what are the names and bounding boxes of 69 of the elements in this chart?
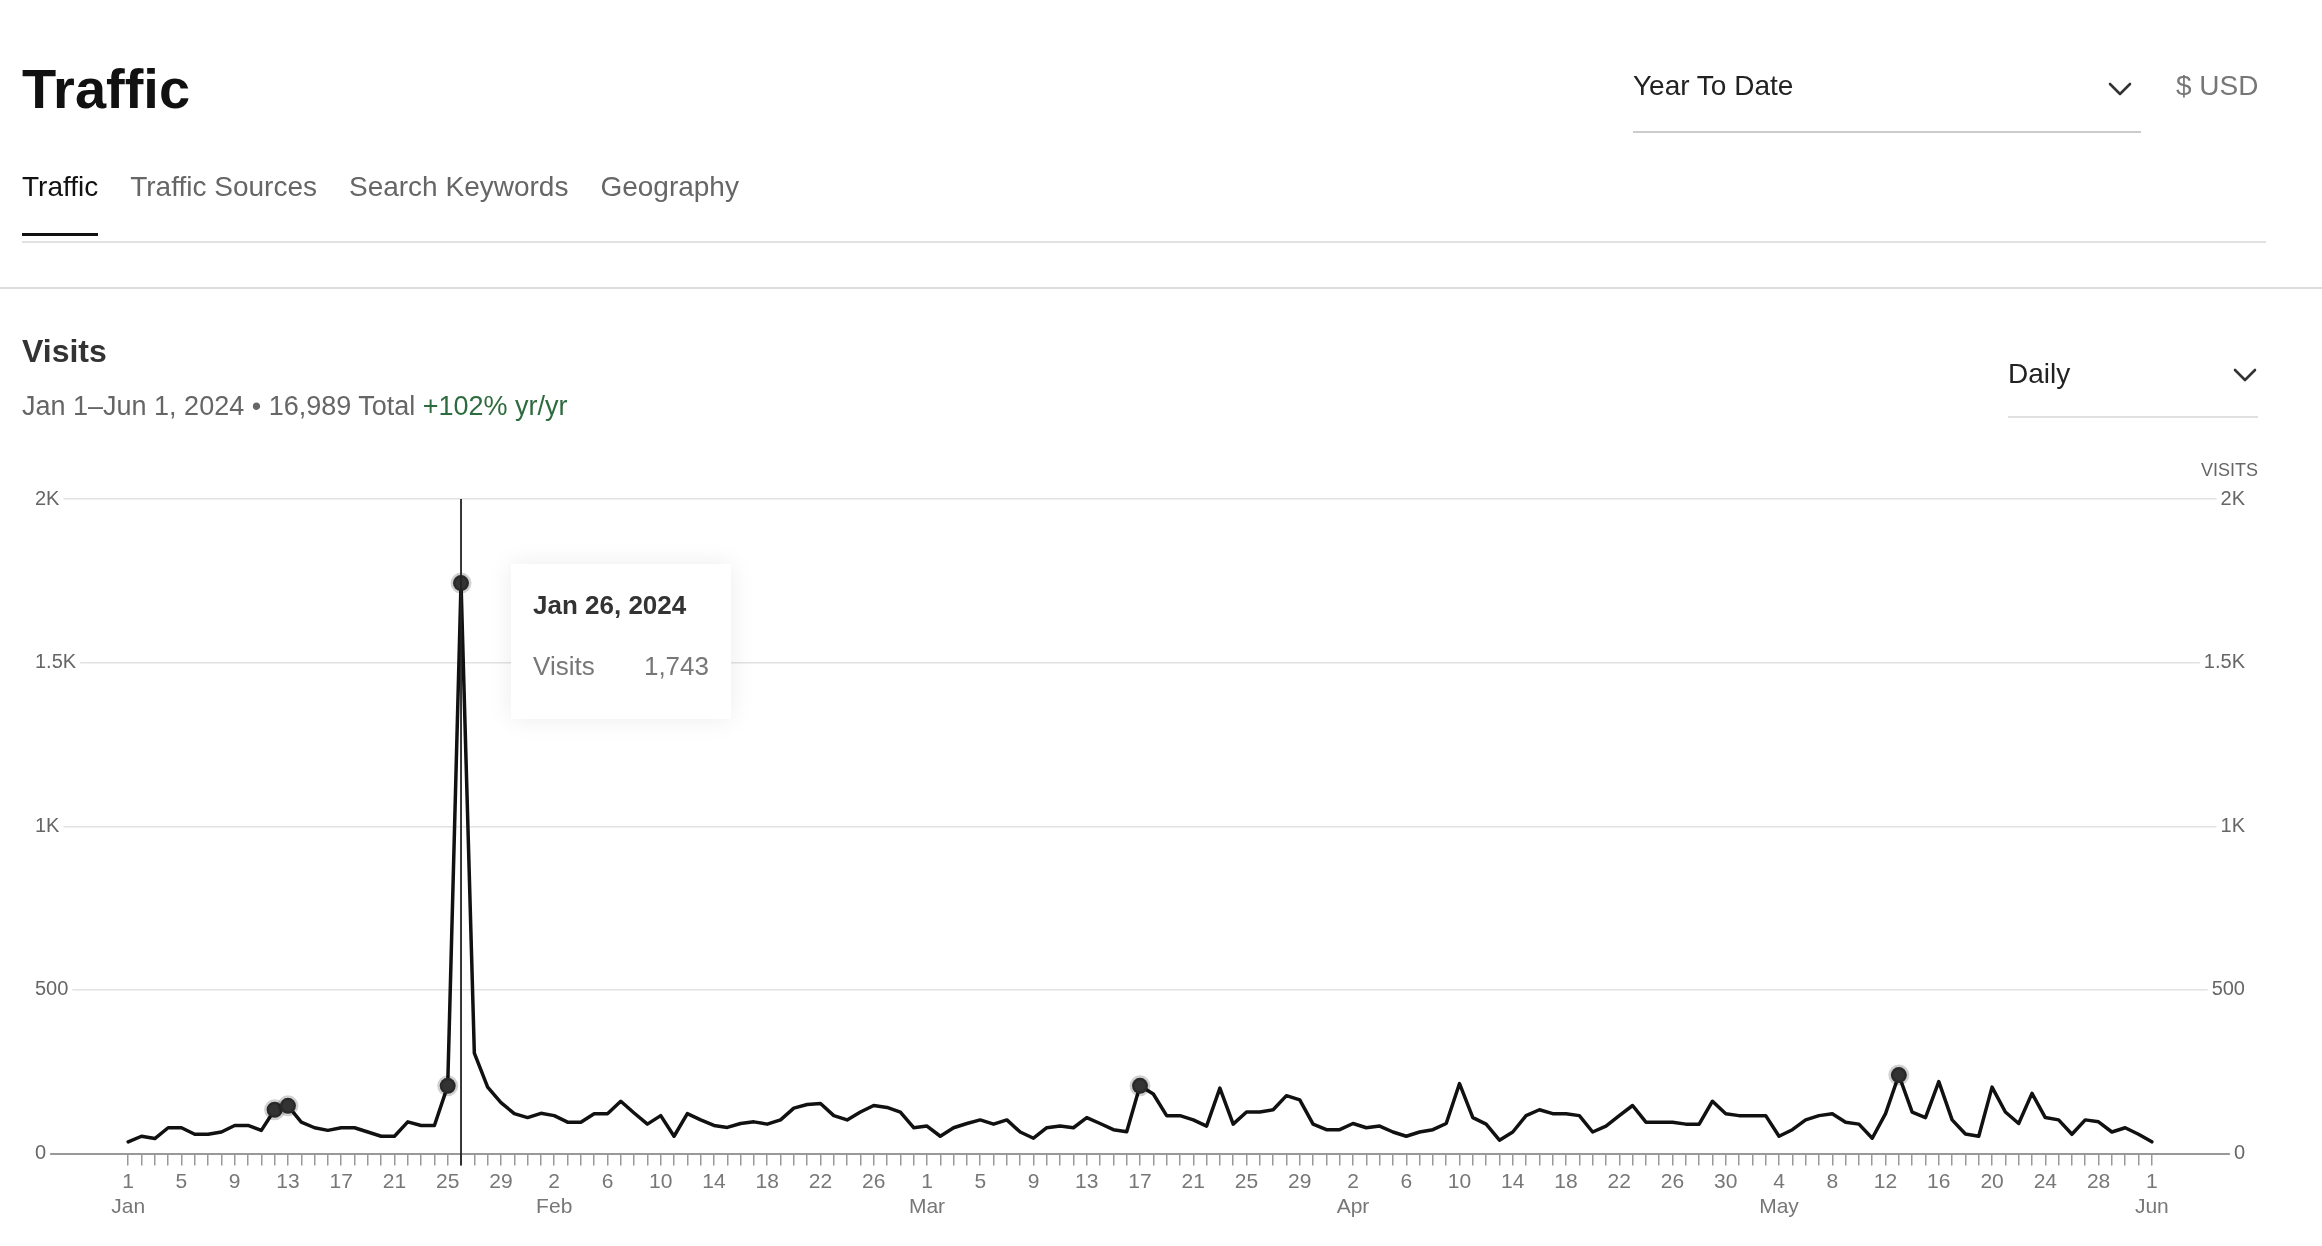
point (1888, 1064, 1910, 1086)
y-tick-label: 1.5K (35, 650, 77, 673)
point (1129, 1075, 1151, 1097)
y2-tick-label: 0 (2233, 1141, 2245, 1164)
text: Year To Date (1633, 70, 1794, 102)
x-tick-label: 17 (1128, 1169, 1152, 1192)
x-tick-label: 14 (1501, 1169, 1525, 1192)
y-tick-label: 1K (35, 813, 61, 836)
x-tick-label: 8 (1826, 1169, 1839, 1192)
x-tick-label: 2 Feb (536, 1169, 573, 1218)
y-tick-label: 0 (35, 1141, 47, 1164)
x-tick-label: 28 (2086, 1169, 2111, 1192)
x-tick-label: 5 (974, 1169, 987, 1192)
x-tick-label: 25 (436, 1169, 460, 1192)
y2-tick-label: 1.5K (2203, 650, 2246, 673)
text: Search Keywords (348, 171, 569, 204)
y2-axis-title: VISITS (2200, 460, 2258, 481)
x-tick-label: 25 (1234, 1169, 1259, 1192)
x-tick-label: 20 (1980, 1169, 2004, 1192)
x-tick-label: 26 (862, 1169, 886, 1192)
x-tick-label: 13 (276, 1169, 300, 1192)
tooltip-card: Jan 26, 2024 Visits 1,743 (511, 564, 731, 719)
text: Traffic (22, 171, 99, 236)
x-tick-label: 5 (175, 1169, 188, 1192)
x-tick-label: 30 (1714, 1169, 1738, 1192)
x-tick-label: 2 Apr (1336, 1169, 1370, 1218)
x-tick-label: 10 (1447, 1169, 1472, 1192)
x-tick-label: 9 (228, 1169, 241, 1192)
chart-subtitle: Jan 1–Jun 1, 2024 • 16,989 Total (22, 391, 416, 421)
text: $ USD (2176, 70, 2259, 102)
x-tick-label: 6 (601, 1169, 614, 1192)
point (437, 1075, 459, 1097)
x-tick-label: 6 (1400, 1169, 1413, 1192)
x-tick-label: 26 (1660, 1169, 1685, 1192)
x-tick-label: 29 (1288, 1169, 1312, 1192)
x-tick-label: 22 (808, 1169, 833, 1192)
x-tick-label: 21 (382, 1169, 407, 1192)
x-tick-label: 14 (702, 1169, 726, 1192)
x-tick-label: 16 (1927, 1169, 1951, 1192)
x-tick-label: 18 (755, 1169, 779, 1192)
x-tick-label: 18 (1554, 1169, 1578, 1192)
y2-tick-label: 500 (2211, 977, 2245, 1000)
x-tick-label: 13 (1075, 1169, 1099, 1192)
text: Traffic (22, 56, 191, 121)
annotation: Visits (533, 651, 595, 682)
annotation: Jan 26, 2024 (533, 590, 688, 621)
x-tick-label: 1 Jun (2134, 1169, 2169, 1218)
y-tick-label: 2K (35, 486, 61, 509)
x-tick-label: 17 (329, 1169, 353, 1192)
text: Geography (600, 171, 739, 204)
x-tick-label: 24 (2033, 1169, 2058, 1192)
text: Traffic Sources (130, 171, 317, 204)
x-tick-label: 1 Jan (111, 1169, 146, 1218)
text: Daily (2008, 358, 2071, 390)
x-tick-label: 29 (489, 1169, 513, 1192)
x-tick-label: 4 May (1759, 1169, 1800, 1218)
y2-tick-label: 2K (2220, 486, 2246, 509)
annotation: 1,743 (643, 651, 710, 682)
x-tick-label: 9 (1027, 1169, 1040, 1192)
x-tick-label: 1 Mar (908, 1169, 946, 1218)
text: +102% yr/yr (422, 391, 568, 421)
y2-tick-label: 1K (2220, 813, 2246, 836)
x-tick-label: 10 (649, 1169, 673, 1192)
point (277, 1095, 299, 1117)
y-tick-label: 500 (35, 977, 69, 1000)
x-tick-label: 12 (1873, 1169, 1898, 1192)
chart-title: Visits (22, 333, 107, 370)
x-tick-label: 22 (1607, 1169, 1631, 1192)
x-tick-label: 21 (1181, 1169, 1205, 1192)
